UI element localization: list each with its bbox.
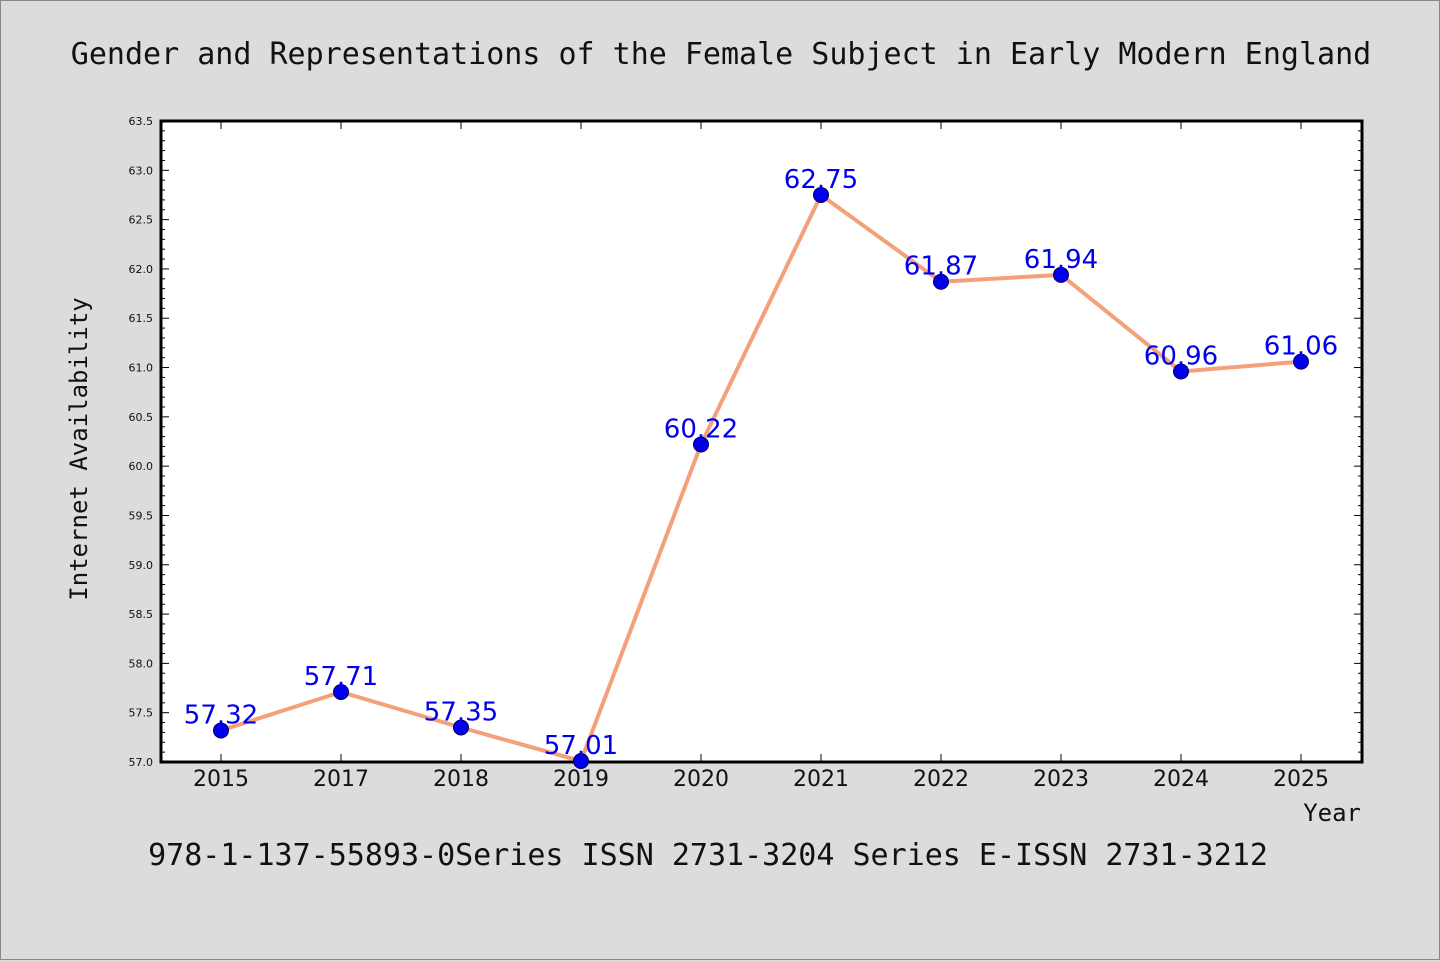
data-point <box>933 273 949 290</box>
x-tick-label: 2019 <box>553 767 609 792</box>
data-point <box>1173 363 1189 380</box>
y-tick-label: 58.0 <box>129 657 154 670</box>
data-point <box>213 722 229 739</box>
data-point <box>1293 353 1309 370</box>
data-labels: 57.32 57.71 57.35 57.01 60.22 62.75 61.87 61.94… <box>184 165 1338 761</box>
data-point <box>573 753 589 770</box>
x-tick-label: 2017 <box>313 767 369 792</box>
y-axis-title: Internet Availability <box>65 297 93 600</box>
series-line <box>220 192 1302 764</box>
data-point <box>693 436 709 453</box>
y-tick-label: 62.0 <box>129 263 154 276</box>
y-tick-label: 61.0 <box>129 362 154 375</box>
x-tick-label: 2023 <box>1033 767 1089 792</box>
y-tick-label: 62.5 <box>129 214 154 227</box>
y-tick-label: 59.0 <box>129 559 154 572</box>
data-label: 61.06 <box>1264 332 1338 362</box>
data-label: 60.96 <box>1144 341 1218 371</box>
x-tick-label: 2018 <box>433 767 489 792</box>
x-axis: 2015 2017 2018 2019 2020 2021 2022 2023 2024 2025 <box>193 121 1329 792</box>
y-tick-label: 59.5 <box>129 509 154 522</box>
data-label: 62.75 <box>784 165 858 195</box>
data-point <box>333 683 349 700</box>
plot-area <box>159 119 1364 764</box>
series-line-group <box>213 186 1309 770</box>
data-label: 60.22 <box>664 414 738 444</box>
y-tick-label: 57.5 <box>129 707 154 720</box>
y-tick-label: 63.0 <box>129 164 154 177</box>
x-tick-label: 2025 <box>1273 767 1329 792</box>
y-tick-label: 58.5 <box>129 608 154 621</box>
data-label: 57.71 <box>304 662 378 692</box>
data-label: 57.32 <box>184 700 258 730</box>
y-tick-label: 63.5 <box>129 115 154 128</box>
chart-title: Gender and Representations of the Female… <box>71 37 1371 72</box>
data-point <box>1053 266 1069 283</box>
data-point <box>813 186 829 203</box>
data-point <box>453 719 469 736</box>
data-label: 57.35 <box>424 697 498 727</box>
y-tick-label: 57.0 <box>129 756 154 769</box>
data-label: 57.01 <box>544 731 618 761</box>
y-tick-label: 61.5 <box>129 312 154 325</box>
x-tick-label: 2015 <box>193 767 249 792</box>
x-tick-label: 2022 <box>913 767 969 792</box>
y-tick-label: 60.0 <box>129 460 154 473</box>
x-tick-label: 2021 <box>793 767 849 792</box>
footer-isbn-issn: 978-1-137-55893-0Series ISSN 2731-3204 S… <box>148 838 1268 873</box>
x-axis-title: Year <box>1303 799 1361 827</box>
x-tick-label: 2024 <box>1153 767 1209 792</box>
data-label: 61.87 <box>904 252 978 282</box>
y-tick-label: 60.5 <box>129 411 154 424</box>
y-axis: 57.0 57.5 58.0 58.5 59.0 59.5 60.0 60.5 61.0 61.5… <box>129 115 1362 769</box>
x-tick-label: 2020 <box>673 767 729 792</box>
data-label: 61.94 <box>1024 245 1098 275</box>
